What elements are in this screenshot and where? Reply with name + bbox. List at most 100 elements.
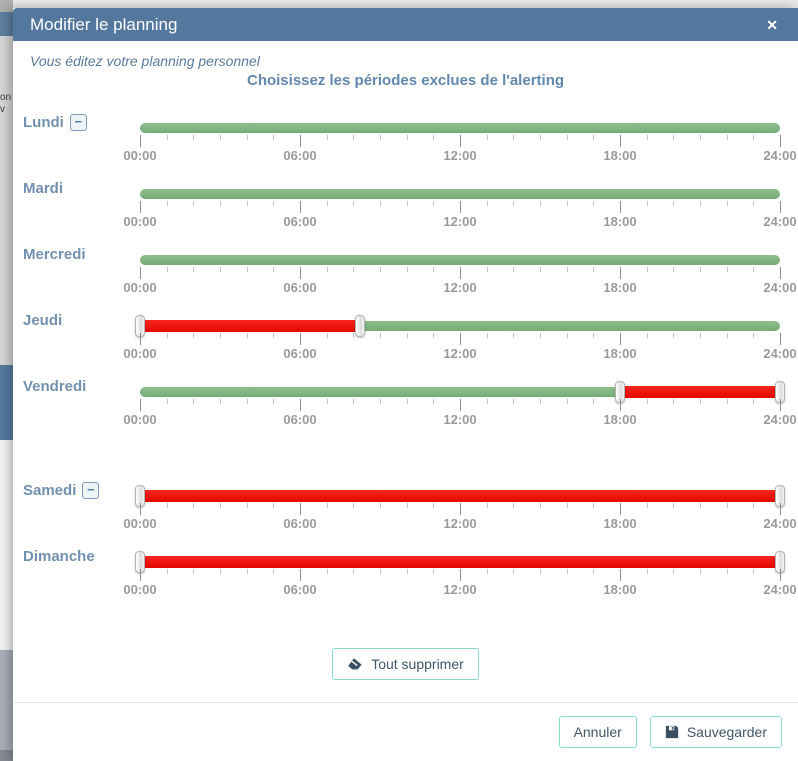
slider-track[interactable] — [140, 254, 780, 266]
tick-mark — [300, 267, 301, 279]
tick-mark — [353, 135, 355, 140]
slider-track[interactable] — [140, 188, 780, 200]
slider-track[interactable] — [140, 122, 780, 134]
tick-mark — [540, 267, 541, 272]
tick-mark — [673, 135, 675, 140]
tick-mark — [300, 201, 301, 213]
tick-mark — [406, 333, 408, 338]
slider-ticks — [140, 201, 781, 213]
time-tick-label: 18:00 — [603, 280, 637, 295]
slider-track[interactable] — [135, 485, 785, 507]
tick-mark — [540, 503, 541, 508]
tick-mark — [166, 503, 168, 508]
tick-mark — [406, 503, 408, 508]
time-tick-label: 18:00 — [603, 582, 637, 597]
tick-mark — [353, 503, 355, 508]
tick-mark — [220, 267, 221, 272]
tick-mark — [753, 267, 755, 272]
day-label: Samedi — [23, 481, 77, 499]
day-label: Dimanche — [23, 547, 95, 565]
time-tick-label: 00:00 — [123, 412, 157, 427]
slider-track[interactable] — [135, 315, 780, 337]
tick-mark — [513, 135, 515, 140]
tick-mark — [646, 267, 648, 272]
time-tick-label: 00:00 — [123, 280, 157, 295]
cancel-label: Annuler — [573, 724, 622, 740]
tick-mark — [273, 399, 275, 404]
tick-mark — [486, 135, 488, 140]
tick-mark — [300, 503, 301, 515]
tick-mark — [593, 201, 595, 206]
tick-mark — [433, 201, 435, 206]
tick-mark — [326, 399, 328, 404]
slider-track[interactable] — [135, 551, 785, 573]
tick-mark — [246, 333, 248, 338]
edit-planning-modal: Modifier le planning ✕ Vous éditez votre… — [13, 8, 798, 761]
day-label: Mardi — [23, 179, 64, 197]
tick-mark — [406, 569, 408, 574]
tick-mark — [380, 333, 381, 338]
time-tick-label: 24:00 — [763, 412, 797, 427]
save-button[interactable]: Sauvegarder — [649, 716, 782, 748]
tick-mark — [353, 267, 355, 272]
tick-mark — [646, 503, 648, 508]
tick-mark — [753, 569, 755, 574]
slider-ticks — [140, 135, 781, 147]
time-tick-label: 12:00 — [443, 148, 477, 163]
tick-mark — [780, 503, 781, 515]
slider-segment-included — [140, 255, 780, 265]
tick-mark — [246, 267, 248, 272]
modal-subtitle: Vous éditez votre planning personnel — [30, 53, 260, 69]
remove-day-button[interactable]: − — [69, 113, 87, 131]
slider-handle[interactable] — [355, 315, 365, 337]
day-label: Mercredi — [23, 245, 86, 263]
tick-mark — [380, 135, 381, 140]
clear-all-label: Tout supprimer — [371, 656, 464, 672]
tick-mark — [513, 399, 515, 404]
time-tick-label: 06:00 — [283, 280, 317, 295]
tick-mark — [140, 267, 141, 279]
time-tick-label: 12:00 — [443, 516, 477, 531]
tick-mark — [460, 267, 461, 279]
tick-mark — [566, 267, 568, 272]
tick-mark — [780, 267, 781, 279]
tick-mark — [193, 399, 195, 404]
time-tick-label: 00:00 — [123, 346, 157, 361]
tick-mark — [780, 569, 781, 581]
day-row-mercredi: Mercredi 00:00 06:00 12:00 18:00 24:00 — [13, 240, 798, 306]
tick-mark — [433, 569, 435, 574]
tick-mark — [726, 267, 728, 272]
time-tick-label: 18:00 — [603, 346, 637, 361]
tick-mark — [593, 333, 595, 338]
cancel-button[interactable]: Annuler — [558, 716, 637, 748]
time-tick-label: 18:00 — [603, 148, 637, 163]
slider-track[interactable] — [140, 381, 785, 403]
tick-mark — [620, 267, 621, 279]
day-row-mardi: Mardi 00:00 06:00 12:00 18:00 24:00 — [13, 174, 798, 240]
tick-mark — [700, 503, 701, 508]
tick-mark — [566, 399, 568, 404]
tick-mark — [273, 503, 275, 508]
remove-day-button[interactable]: − — [82, 481, 100, 499]
time-tick-label: 24:00 — [763, 280, 797, 295]
tick-mark — [700, 333, 701, 338]
tick-mark — [353, 333, 355, 338]
tick-mark — [166, 201, 168, 206]
tick-mark — [753, 135, 755, 140]
tick-mark — [380, 201, 381, 206]
tick-mark — [753, 399, 755, 404]
slider-time-labels: 00:00 06:00 12:00 18:00 24:00 — [123, 412, 796, 428]
tick-mark — [166, 333, 168, 338]
slider-segment-excluded — [140, 490, 780, 502]
tick-mark — [753, 333, 755, 338]
day-rows-container: Lundi − 00:00 06:00 12:00 18:00 24:00 Mardi … — [13, 108, 798, 608]
tick-mark — [700, 201, 701, 206]
slider-time-labels: 00:00 06:00 12:00 18:00 24:00 — [123, 280, 796, 296]
clear-all-button[interactable]: Tout supprimer — [332, 648, 479, 680]
tick-mark — [380, 569, 381, 574]
tick-mark — [220, 201, 221, 206]
tick-mark — [673, 399, 675, 404]
close-icon[interactable]: ✕ — [766, 16, 778, 33]
tick-mark — [220, 503, 221, 508]
background-text-fragment: v — [0, 104, 5, 115]
